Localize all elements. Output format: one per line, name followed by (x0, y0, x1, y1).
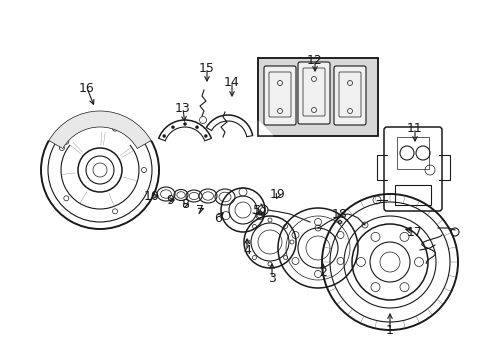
Polygon shape (258, 121, 272, 136)
Circle shape (195, 126, 198, 129)
Text: 5: 5 (252, 203, 261, 216)
Bar (396, 137, 428, 169)
Text: 11: 11 (407, 122, 422, 135)
Text: 2: 2 (318, 266, 326, 279)
Circle shape (204, 135, 207, 138)
Text: 3: 3 (267, 271, 275, 284)
Bar (258, 58, 377, 136)
Text: 17: 17 (406, 225, 422, 238)
Text: 18: 18 (331, 208, 347, 221)
Text: 6: 6 (214, 211, 222, 225)
Wedge shape (49, 111, 151, 148)
Bar (394, 185, 430, 205)
Circle shape (163, 135, 165, 138)
Circle shape (171, 126, 174, 129)
Text: 4: 4 (243, 243, 250, 256)
Text: 14: 14 (224, 76, 240, 89)
FancyBboxPatch shape (297, 62, 329, 124)
Circle shape (183, 122, 186, 126)
Bar (258, 58, 377, 136)
Text: 13: 13 (175, 102, 190, 114)
Text: 8: 8 (181, 198, 189, 211)
Text: 9: 9 (166, 194, 174, 207)
Text: 7: 7 (196, 203, 203, 216)
Text: 1: 1 (385, 324, 393, 337)
Text: 10: 10 (144, 189, 160, 202)
Text: 15: 15 (199, 62, 215, 75)
FancyBboxPatch shape (264, 66, 295, 125)
Text: 12: 12 (306, 54, 322, 67)
Text: 19: 19 (269, 189, 285, 202)
Text: 16: 16 (79, 81, 95, 94)
FancyBboxPatch shape (333, 66, 365, 125)
